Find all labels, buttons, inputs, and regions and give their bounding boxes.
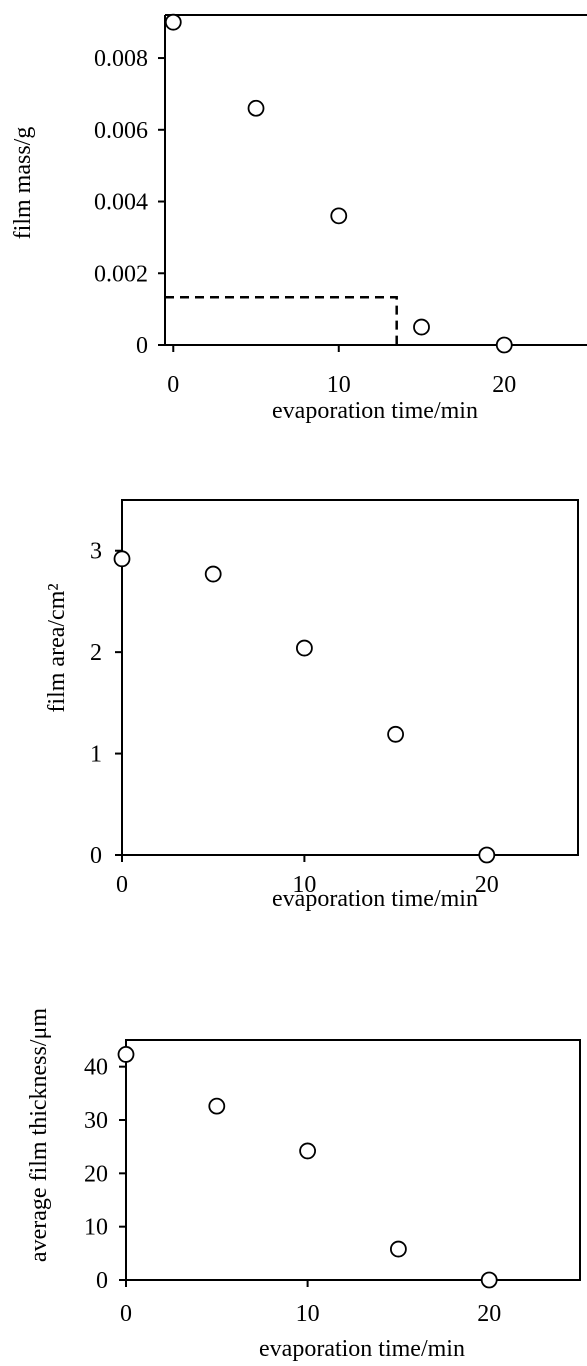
area-x-tick-label: 0 bbox=[116, 872, 128, 898]
thickness-x-tick-label: 0 bbox=[120, 1301, 132, 1327]
mass-y-tick-label: 0.002 bbox=[94, 261, 148, 287]
area-y-tick-label: 0 bbox=[90, 843, 102, 869]
thickness-data-point bbox=[480, 1271, 498, 1289]
area-y-tick-label: 1 bbox=[90, 742, 102, 768]
thickness-x-tick-label: 10 bbox=[296, 1301, 320, 1327]
area-y-axis-label: film area/cm² bbox=[44, 583, 70, 712]
area-plot-area: 0 1 2 3 0 10 20 bbox=[90, 499, 579, 898]
area-data-point bbox=[113, 550, 131, 568]
area-y-tick-label: 2 bbox=[90, 640, 102, 666]
area-x-axis-label: evaporation time/min bbox=[272, 886, 478, 912]
area-data-point bbox=[478, 846, 496, 864]
mass-chart: 0 0.002 0.004 0.006 0.008 0 10 20 film mass/g e… bbox=[10, 13, 587, 424]
mass-data-point bbox=[330, 207, 348, 225]
thickness-data-point bbox=[208, 1097, 226, 1115]
mass-x-tick-label: 0 bbox=[167, 372, 179, 398]
area-x-tick-label: 20 bbox=[475, 872, 499, 898]
thickness-y-tick-label: 40 bbox=[84, 1055, 108, 1081]
area-x-tick-label: 10 bbox=[292, 872, 316, 898]
mass-plot-area: 0 0.002 0.004 0.006 0.008 0 10 20 bbox=[94, 13, 587, 398]
mass-y-tick-label: 0.004 bbox=[94, 190, 148, 216]
thickness-data-point bbox=[389, 1240, 407, 1258]
thickness-y-tick-label: 0 bbox=[96, 1268, 108, 1294]
mass-y-tick-label: 0 bbox=[136, 333, 148, 359]
thickness-chart: 0 10 20 30 40 0 10 20 average film thickness/μm… bbox=[26, 1008, 581, 1362]
thickness-data-point bbox=[117, 1046, 135, 1063]
mass-y-tick-label: 0.006 bbox=[94, 118, 148, 144]
mass-y-axis-label: film mass/g bbox=[10, 127, 36, 240]
mass-x-axis-label: evaporation time/min bbox=[272, 398, 478, 424]
mass-data-point bbox=[247, 99, 265, 117]
area-chart: 0 1 2 3 0 10 20 film area/cm² evaporation time… bbox=[44, 499, 579, 912]
mass-data-point bbox=[413, 318, 430, 336]
thickness-y-tick-label: 30 bbox=[84, 1108, 108, 1134]
area-plot-frame bbox=[121, 499, 579, 856]
mass-data-point bbox=[495, 336, 513, 354]
thickness-y-tick-label: 10 bbox=[84, 1215, 108, 1241]
area-y-tick-label: 3 bbox=[90, 539, 102, 565]
thickness-y-axis-label: average film thickness/μm bbox=[26, 1008, 52, 1262]
mass-x-tick-label: 20 bbox=[492, 372, 516, 398]
area-data-point bbox=[295, 639, 313, 657]
mass-y-tick-label: 0.008 bbox=[94, 46, 148, 72]
thickness-plot-area: 0 10 20 30 40 0 10 20 bbox=[84, 1039, 581, 1327]
mass-x-tick-label: 10 bbox=[327, 372, 351, 398]
mass-data-point bbox=[164, 13, 182, 31]
area-data-point bbox=[204, 565, 222, 583]
thickness-plot-frame bbox=[125, 1039, 581, 1281]
area-data-point bbox=[387, 725, 405, 743]
thickness-y-tick-label: 20 bbox=[84, 1161, 108, 1187]
thickness-x-tick-label: 20 bbox=[477, 1301, 501, 1327]
thickness-data-point bbox=[299, 1142, 317, 1160]
mass-dashed-guide-line bbox=[165, 296, 398, 345]
thickness-x-axis-label: evaporation time/min bbox=[259, 1336, 465, 1362]
